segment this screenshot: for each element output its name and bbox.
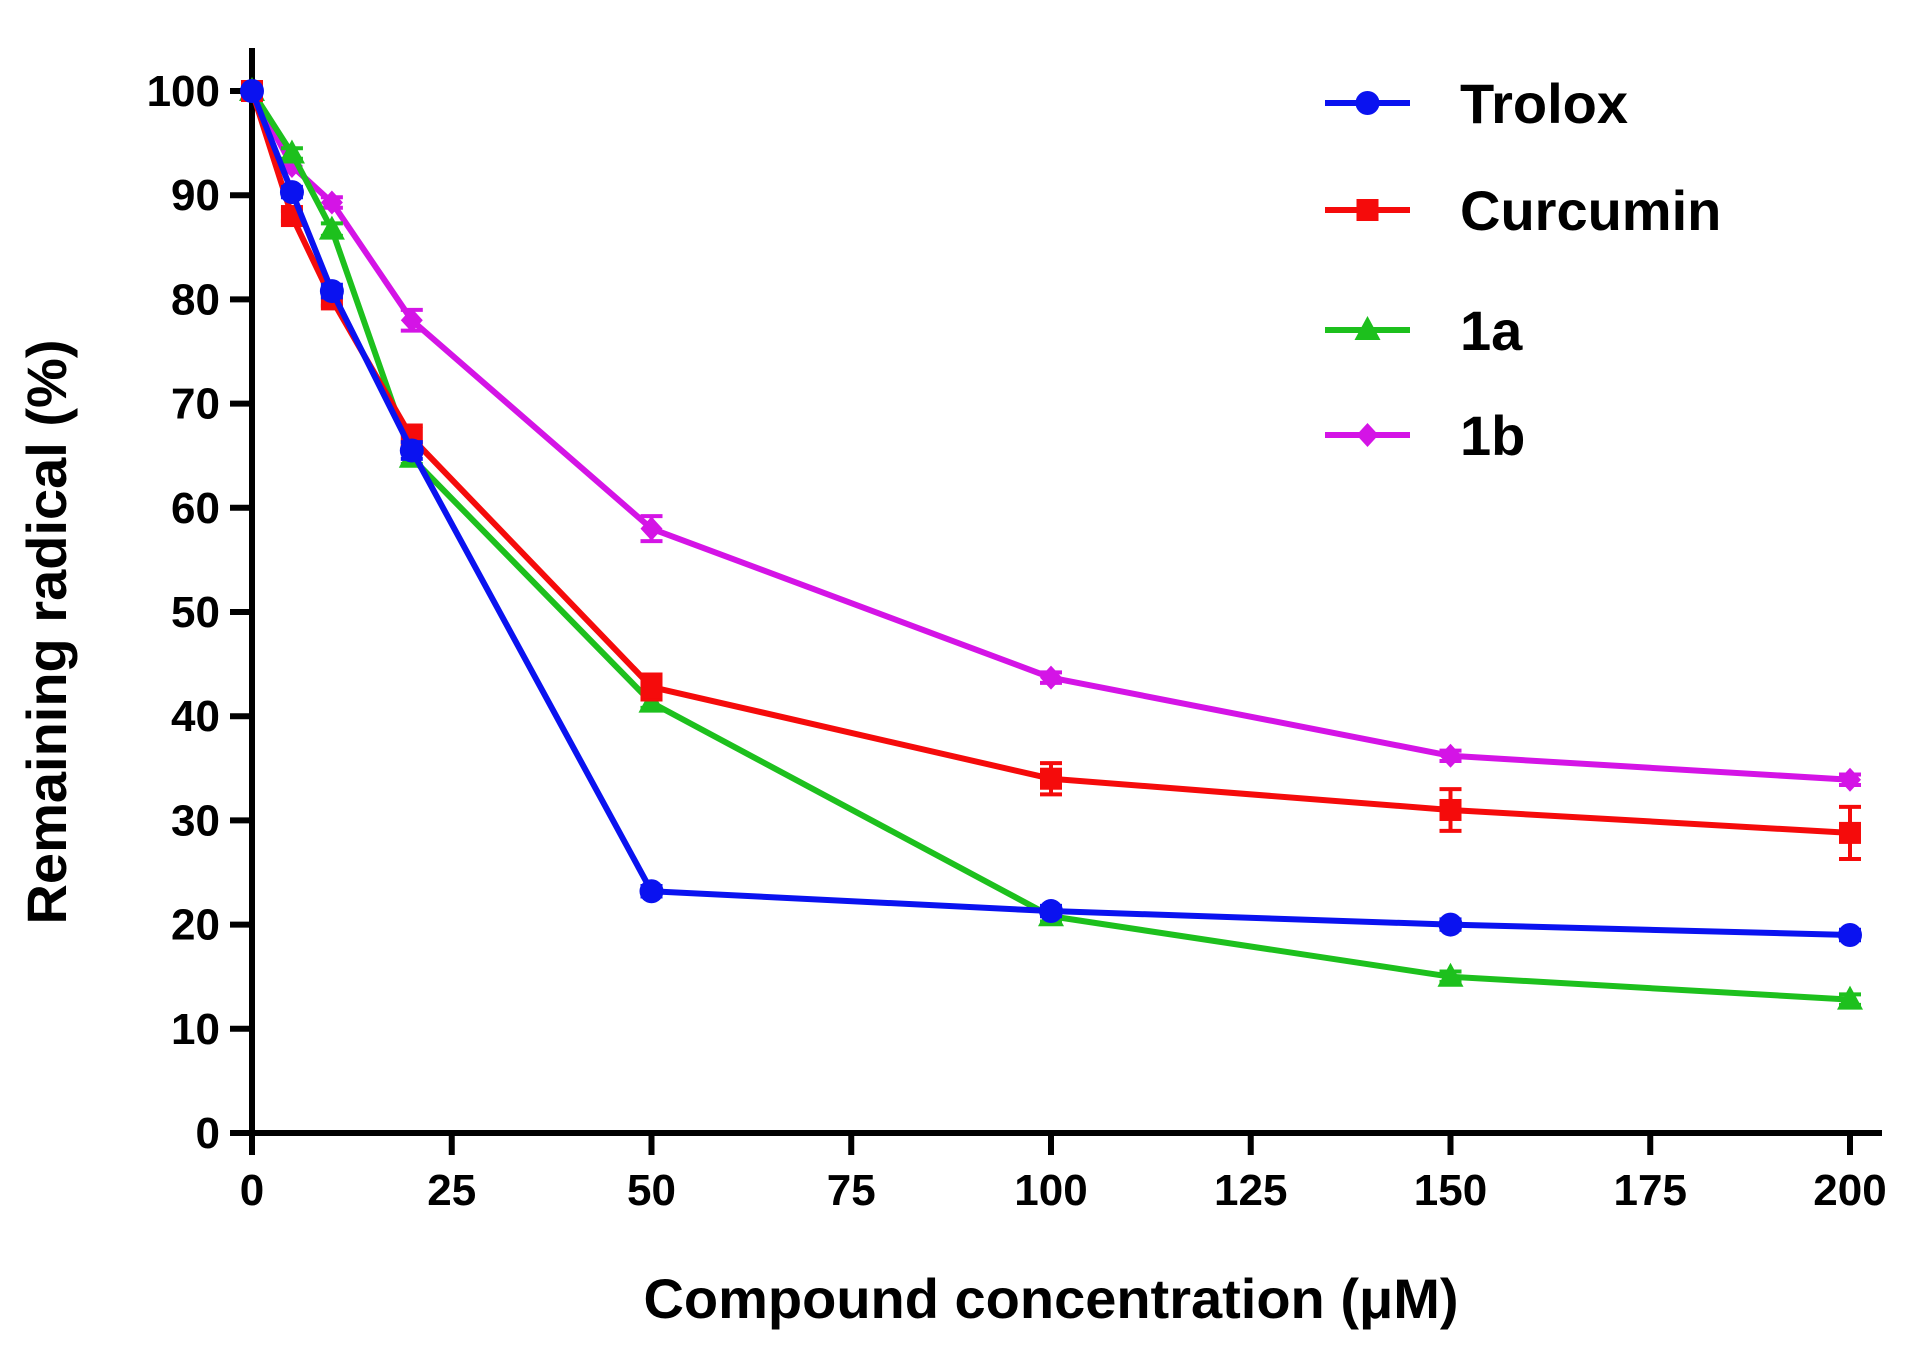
x-tick-label: 100 [1014,1166,1087,1215]
x-tick-label: 0 [240,1166,264,1215]
y-tick-label: 70 [171,380,220,429]
legend-item-curcumin: Curcumin [1325,179,1721,242]
y-tick-label: 0 [196,1109,220,1158]
data-point [1837,985,1863,1010]
series-layer [239,77,1863,1010]
y-tick-label: 10 [171,1005,220,1054]
series-line [249,89,1851,1003]
y-tick-label: 40 [171,692,220,741]
y-tick-label: 50 [171,588,220,637]
x-tick-label: 50 [627,1166,676,1215]
axes: 0 10 20 30 40 50 60 70 80 90 100 0 25 50 75 100 125 150 17… [147,48,1887,1215]
y-tick-label: 60 [171,484,220,533]
series-line [249,90,1851,836]
data-point [1040,665,1062,690]
data-point [400,308,423,333]
y-tick-label: 100 [147,67,220,116]
legend-item-trolox: Trolox [1325,72,1628,135]
legend-marker [1354,316,1381,340]
data-point [318,215,345,240]
x-tick-label: 175 [1614,1166,1687,1215]
y-tick-label: 20 [171,901,220,950]
data-point [240,79,264,103]
data-point [1438,912,1463,937]
data-point [319,279,344,304]
x-tick-label: 125 [1214,1166,1287,1215]
y-axis-title: Remaining radical (%) [15,339,78,924]
y-tick-label: 80 [171,275,220,324]
data-point [1838,923,1862,948]
data-point [639,879,664,904]
data-point [640,516,663,541]
legend-label: Trolox [1460,72,1628,135]
legend-item-1b: 1b [1325,404,1525,467]
x-tick-label: 75 [827,1166,876,1215]
data-point [1437,962,1464,987]
series-trolox [240,79,1862,948]
legend-label: Curcumin [1460,179,1721,242]
x-tick-label: 150 [1414,1166,1487,1215]
legend: Trolox Curcumin 1a 1b [1325,72,1721,467]
series-line [249,89,1851,939]
data-point [1439,798,1462,821]
legend-item-1a: 1a [1325,299,1523,362]
legend-marker [1356,199,1379,221]
legend-marker [1356,423,1379,447]
legend-label: 1a [1460,299,1523,362]
x-tick-label: 25 [427,1166,476,1215]
data-point [399,438,424,463]
data-point [278,139,305,164]
data-point [1839,821,1861,844]
legend-label: 1b [1460,404,1525,467]
data-point [279,180,304,205]
y-tick-label: 30 [171,796,220,845]
x-tick-label: 200 [1813,1166,1886,1215]
data-point [1040,767,1062,790]
data-point [1439,743,1462,768]
data-point [1839,767,1861,792]
data-point [640,676,663,699]
y-tick-label: 90 [171,171,220,220]
data-point [320,190,343,215]
x-axis-title: Compound concentration (μM) [643,1267,1458,1330]
legend-marker [1355,91,1380,115]
data-point [1039,899,1063,924]
